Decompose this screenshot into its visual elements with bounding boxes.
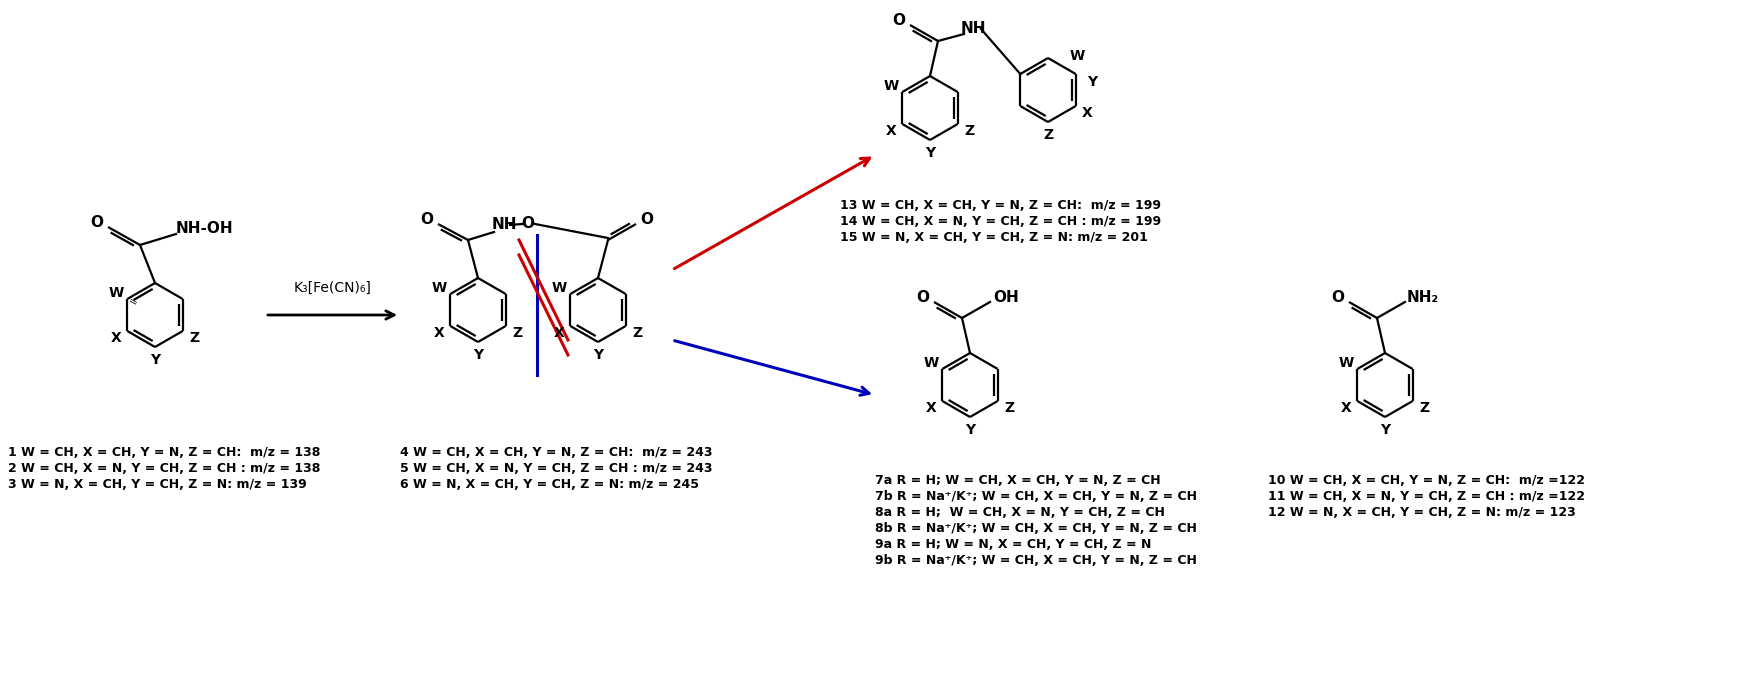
Text: 8b R = Na⁺/K⁺; W = CH, X = CH, Y = N, Z = CH: 8b R = Na⁺/K⁺; W = CH, X = CH, Y = N, Z … [876,521,1198,534]
Text: Z: Z [963,123,974,138]
Text: X: X [110,330,121,345]
Text: 3 W = N, X = CH, Y = CH, Z = N: m/z = 139: 3 W = N, X = CH, Y = CH, Z = N: m/z = 13… [9,479,306,492]
Text: NH₂: NH₂ [1408,290,1439,305]
Text: 10 W = CH, X = CH, Y = N, Z = CH:  m/z =122: 10 W = CH, X = CH, Y = N, Z = CH: m/z =1… [1268,473,1585,486]
Text: 9b R = Na⁺/K⁺; W = CH, X = CH, Y = N, Z = CH: 9b R = Na⁺/K⁺; W = CH, X = CH, Y = N, Z … [876,553,1198,566]
Text: 7b R = Na⁺/K⁺; W = CH, X = CH, Y = N, Z = CH: 7b R = Na⁺/K⁺; W = CH, X = CH, Y = N, Z … [876,490,1198,503]
Text: O: O [916,290,930,305]
Text: W: W [552,280,567,295]
Text: W: W [884,79,898,92]
Text: K₃[Fe(CN)₆]: K₃[Fe(CN)₆] [294,281,371,295]
Text: W: W [1338,356,1354,369]
Text: Y: Y [1380,423,1390,437]
Text: O: O [420,212,434,227]
Text: Y: Y [594,348,602,362]
Text: O: O [522,216,534,230]
Text: X: X [553,325,564,340]
Text: 9a R = H; W = N, X = CH, Y = CH, Z = N: 9a R = H; W = N, X = CH, Y = CH, Z = N [876,538,1152,551]
Text: O: O [1331,290,1345,305]
Text: Y: Y [925,146,935,160]
Text: Y: Y [151,353,159,367]
Text: 5 W = CH, X = N, Y = CH, Z = CH : m/z = 243: 5 W = CH, X = N, Y = CH, Z = CH : m/z = … [399,462,713,475]
Text: W: W [431,280,447,295]
Text: 6 W = N, X = CH, Y = CH, Z = N: m/z = 245: 6 W = N, X = CH, Y = CH, Z = N: m/z = 24… [399,479,699,492]
Text: O: O [91,214,103,229]
Text: Y: Y [473,348,483,362]
Text: OH: OH [993,290,1019,305]
Text: 15 W = N, X = CH, Y = CH, Z = N: m/z = 201: 15 W = N, X = CH, Y = CH, Z = N: m/z = 2… [840,230,1149,243]
Text: X: X [1341,401,1352,414]
Text: NH: NH [960,21,986,36]
Text: 4 W = CH, X = CH, Y = N, Z = CH:  m/z = 243: 4 W = CH, X = CH, Y = N, Z = CH: m/z = 2… [399,447,713,460]
Text: Z: Z [189,330,200,345]
Text: W: W [109,286,124,299]
Text: X: X [1082,105,1093,119]
Text: X: X [434,325,445,340]
Text: 14 W = CH, X = N, Y = CH, Z = CH : m/z = 199: 14 W = CH, X = N, Y = CH, Z = CH : m/z =… [840,214,1161,227]
Text: Z: Z [1418,401,1429,414]
Text: NH-OH: NH-OH [175,221,233,236]
Text: Z: Z [1044,128,1052,142]
Text: 2 W = CH, X = N, Y = CH, Z = CH : m/z = 138: 2 W = CH, X = N, Y = CH, Z = CH : m/z = … [9,462,320,475]
Text: O: O [893,12,905,27]
Text: W: W [1070,49,1084,62]
Text: =: = [126,297,138,310]
Text: W: W [923,356,939,369]
Text: 11 W = CH, X = N, Y = CH, Z = CH : m/z =122: 11 W = CH, X = N, Y = CH, Z = CH : m/z =… [1268,490,1585,503]
Text: Z: Z [511,325,522,340]
Text: X: X [926,401,937,414]
Text: Z: Z [632,325,643,340]
Text: 8a R = H;  W = CH, X = N, Y = CH, Z = CH: 8a R = H; W = CH, X = N, Y = CH, Z = CH [876,506,1164,519]
Text: O: O [641,212,653,227]
Text: Y: Y [965,423,975,437]
Text: 13 W = CH, X = CH, Y = N, Z = CH:  m/z = 199: 13 W = CH, X = CH, Y = N, Z = CH: m/z = … [840,199,1161,212]
Text: 7a R = H; W = CH, X = CH, Y = N, Z = CH: 7a R = H; W = CH, X = CH, Y = N, Z = CH [876,473,1161,486]
Text: 1 W = CH, X = CH, Y = N, Z = CH:  m/z = 138: 1 W = CH, X = CH, Y = N, Z = CH: m/z = 1… [9,447,320,460]
Text: Z: Z [1003,401,1014,414]
Text: Y: Y [1087,75,1098,89]
Text: NH: NH [492,216,517,232]
Text: 12 W = N, X = CH, Y = CH, Z = N: m/z = 123: 12 W = N, X = CH, Y = CH, Z = N: m/z = 1… [1268,506,1576,519]
Text: X: X [886,123,897,138]
